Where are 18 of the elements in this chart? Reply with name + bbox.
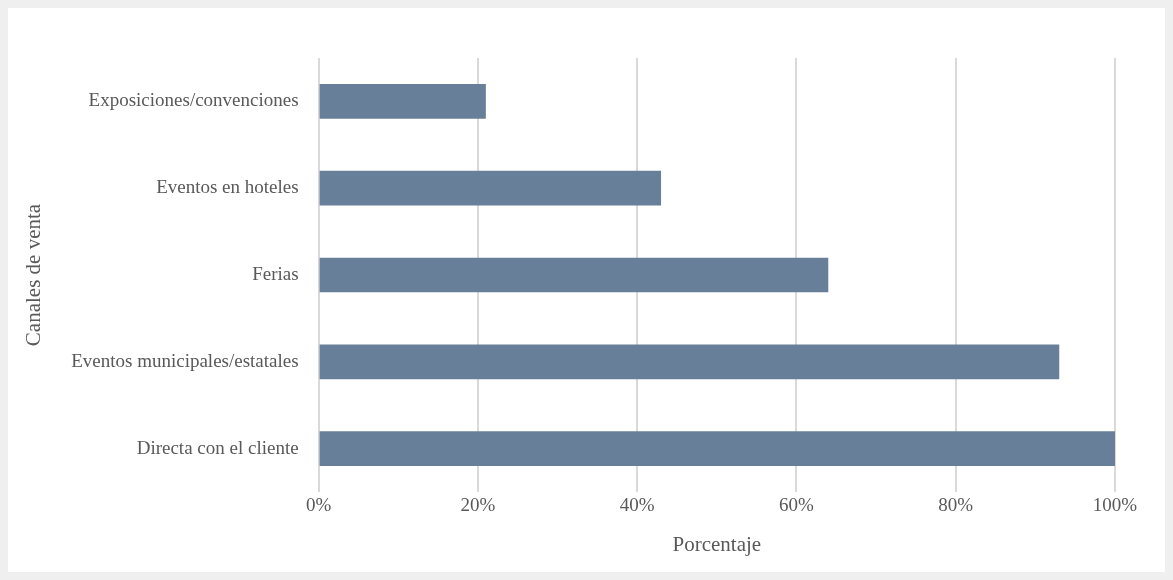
bar <box>319 344 1060 380</box>
y-tick-label: Exposiciones/convenciones <box>88 89 299 111</box>
x-tick-label: 0% <box>305 494 332 516</box>
y-tick-label: Ferias <box>252 262 299 284</box>
x-tick-label: 80% <box>938 494 974 516</box>
bar <box>319 84 486 119</box>
y-tick-label: Eventos en hoteles <box>156 176 299 198</box>
y-axis-title: Canales de venta <box>21 203 46 347</box>
bar <box>319 257 829 293</box>
x-axis-title: Porcentaje <box>672 531 762 556</box>
y-tick-label: Directa con el cliente <box>136 436 299 458</box>
bar <box>319 431 1115 466</box>
x-tick-label: 100% <box>1092 494 1138 516</box>
x-tick-label: 20% <box>460 494 496 516</box>
bar <box>319 170 662 206</box>
x-tick-label: 40% <box>619 494 655 516</box>
y-tick-label: Eventos municipales/estatales <box>71 349 299 371</box>
x-tick-label: 60% <box>779 494 815 516</box>
